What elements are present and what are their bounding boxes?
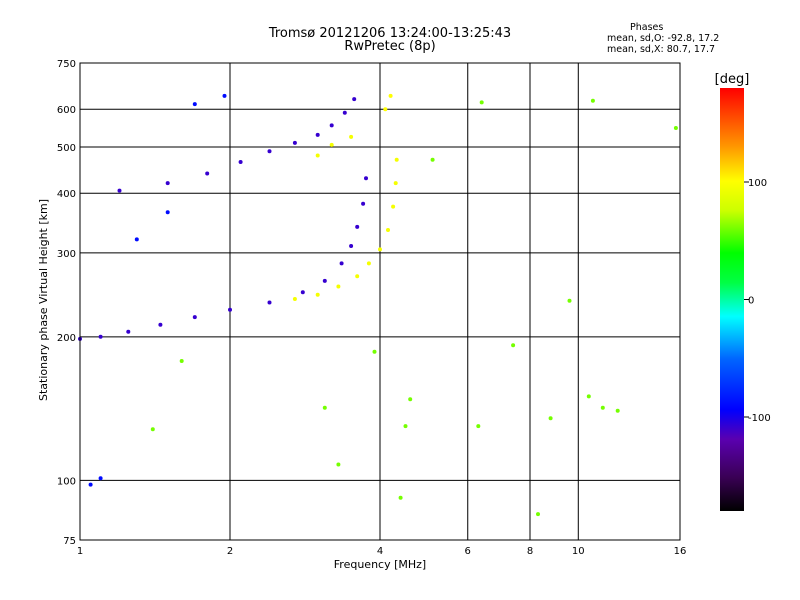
echo-point [329,142,334,147]
echo-point [476,424,481,429]
y-tick-label: 500 [57,143,76,154]
y-axis-ticks: 75 100 200 300 400 500 600 750 [57,59,76,547]
phases-mean-x: mean, sd,X: 80.7, 17.7 [607,44,716,55]
x-axis-ticks: 1 2 4 6 8 10 16 [77,546,687,557]
echo-point [355,224,360,229]
y-tick-label: 400 [57,189,76,200]
echo-point [391,204,396,209]
x-tick-label: 4 [377,546,383,557]
echo-point [361,201,366,206]
echo-point [98,476,103,481]
x-tick-label: 2 [227,546,233,557]
echo-point [352,97,357,102]
colorbar-unit: [deg] [715,72,750,87]
echo-point [393,181,398,186]
echo-point [364,176,368,181]
colorbar-tick-label: -100 [748,413,771,424]
y-tick-label: 100 [57,476,76,487]
echo-point [383,107,388,112]
echo-point [192,315,197,320]
echo-point [165,210,170,215]
y-tick-label: 75 [63,536,76,547]
echo-point [117,188,122,193]
echo-point [355,274,360,279]
echo-point [267,149,272,154]
echo-point [165,181,170,186]
x-tick-label: 10 [572,546,585,557]
echo-point [567,298,572,303]
colorbar-tick-label: 0 [748,296,754,307]
echo-point [586,394,591,399]
colorbar-tick-label: 100 [748,178,767,189]
echo-point [88,482,93,487]
echo-point [267,300,272,305]
plot-frame [79,62,681,541]
echo-point [126,329,131,334]
x-tick-label: 1 [77,546,83,557]
echo-point [386,228,390,232]
echo-point [150,427,155,432]
x-axis-label: Frequency [MHz] [334,558,426,571]
echo-point [430,157,435,162]
echo-point [179,359,184,363]
echo-point [98,334,103,339]
echo-point [315,132,320,137]
echo-point [403,424,408,429]
echo-point [238,160,243,164]
y-tick-label: 750 [57,59,76,70]
echo-point [536,512,540,517]
echo-point [315,153,320,158]
echo-point [336,284,341,289]
echo-point [479,100,484,105]
colorbar-ticks: 100 0 -100 [744,178,771,424]
echo-point [222,93,227,98]
chart-subtitle: RwPretec (8p) [344,39,436,54]
echo-point [394,157,399,162]
chart-title: Tromsø 20121206 13:24:00-13:25:43 [268,26,512,41]
echo-point [158,322,163,327]
echo-point [615,408,620,413]
phases-heading: Phases [630,22,664,33]
echo-point [329,123,334,128]
echo-point [205,171,210,176]
echo-point [408,397,413,402]
echo-point [349,244,354,248]
echo-point [548,416,553,421]
echo-point [339,261,344,266]
echo-point [322,405,327,410]
echo-point [292,297,297,301]
echo-point [342,110,347,115]
echo-point [378,247,382,252]
y-tick-label: 600 [57,105,76,116]
echo-point [322,278,327,283]
echo-point [590,98,595,103]
echo-point [192,102,197,107]
echo-point [134,237,139,242]
x-tick-label: 8 [527,546,533,557]
echo-point [388,93,393,98]
echo-point [366,261,371,266]
echo-point [292,140,297,145]
echo-point [315,292,320,297]
echo-point [600,405,605,410]
y-tick-label: 200 [57,333,76,344]
echo-point [398,495,403,500]
grid-lines [80,63,680,540]
echo-point [372,349,377,354]
x-tick-label: 16 [674,546,687,557]
echo-point [228,307,232,312]
colorbar [720,88,744,511]
x-tick-label: 6 [465,546,471,557]
echo-point [349,134,354,139]
echo-point [300,290,305,295]
y-axis-label: Stationary phase Virtual Height [km] [37,199,50,401]
phases-mean-o: mean, sd,O: -92.8, 17.2 [607,33,720,44]
echo-point [511,343,516,348]
data-points [78,93,678,517]
y-tick-label: 300 [57,249,76,260]
echo-point [673,126,678,130]
echo-point [336,462,341,467]
